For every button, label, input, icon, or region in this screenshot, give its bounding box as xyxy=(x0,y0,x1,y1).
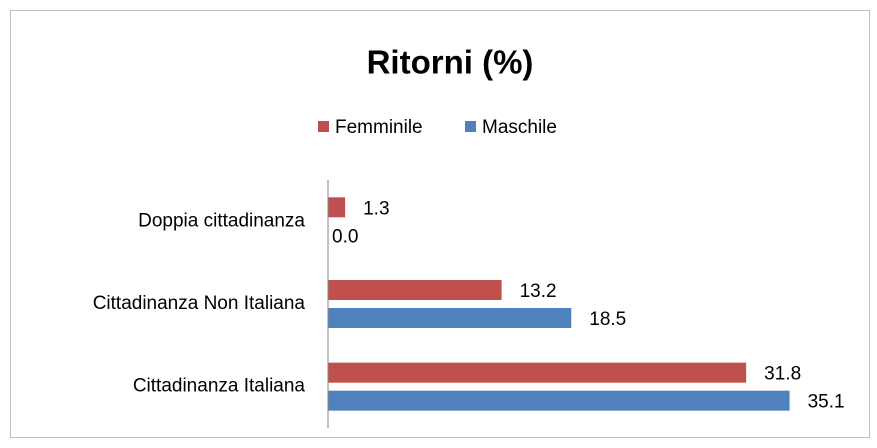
legend-swatch xyxy=(465,121,476,132)
legend-label: Femminile xyxy=(335,117,423,138)
legend-label: Maschile xyxy=(482,117,557,138)
y-tick-label: Cittadinanza Non Italiana xyxy=(93,293,306,314)
legend-swatch xyxy=(318,121,329,132)
data-label: 35.1 xyxy=(808,392,845,413)
data-label: 0.0 xyxy=(332,226,358,247)
bar xyxy=(328,390,790,411)
y-tick-label: Doppia cittadinanza xyxy=(138,210,305,231)
y-tick-label: Cittadinanza Italiana xyxy=(133,376,306,397)
data-label: 31.8 xyxy=(764,364,801,385)
data-label: 13.2 xyxy=(520,281,557,302)
chart-title: Ritorni (%) xyxy=(367,44,534,81)
bar xyxy=(328,362,747,383)
bar xyxy=(328,197,346,218)
bar xyxy=(328,280,502,300)
bar xyxy=(328,308,572,328)
data-label: 1.3 xyxy=(363,198,389,219)
data-label: 18.5 xyxy=(589,309,626,330)
